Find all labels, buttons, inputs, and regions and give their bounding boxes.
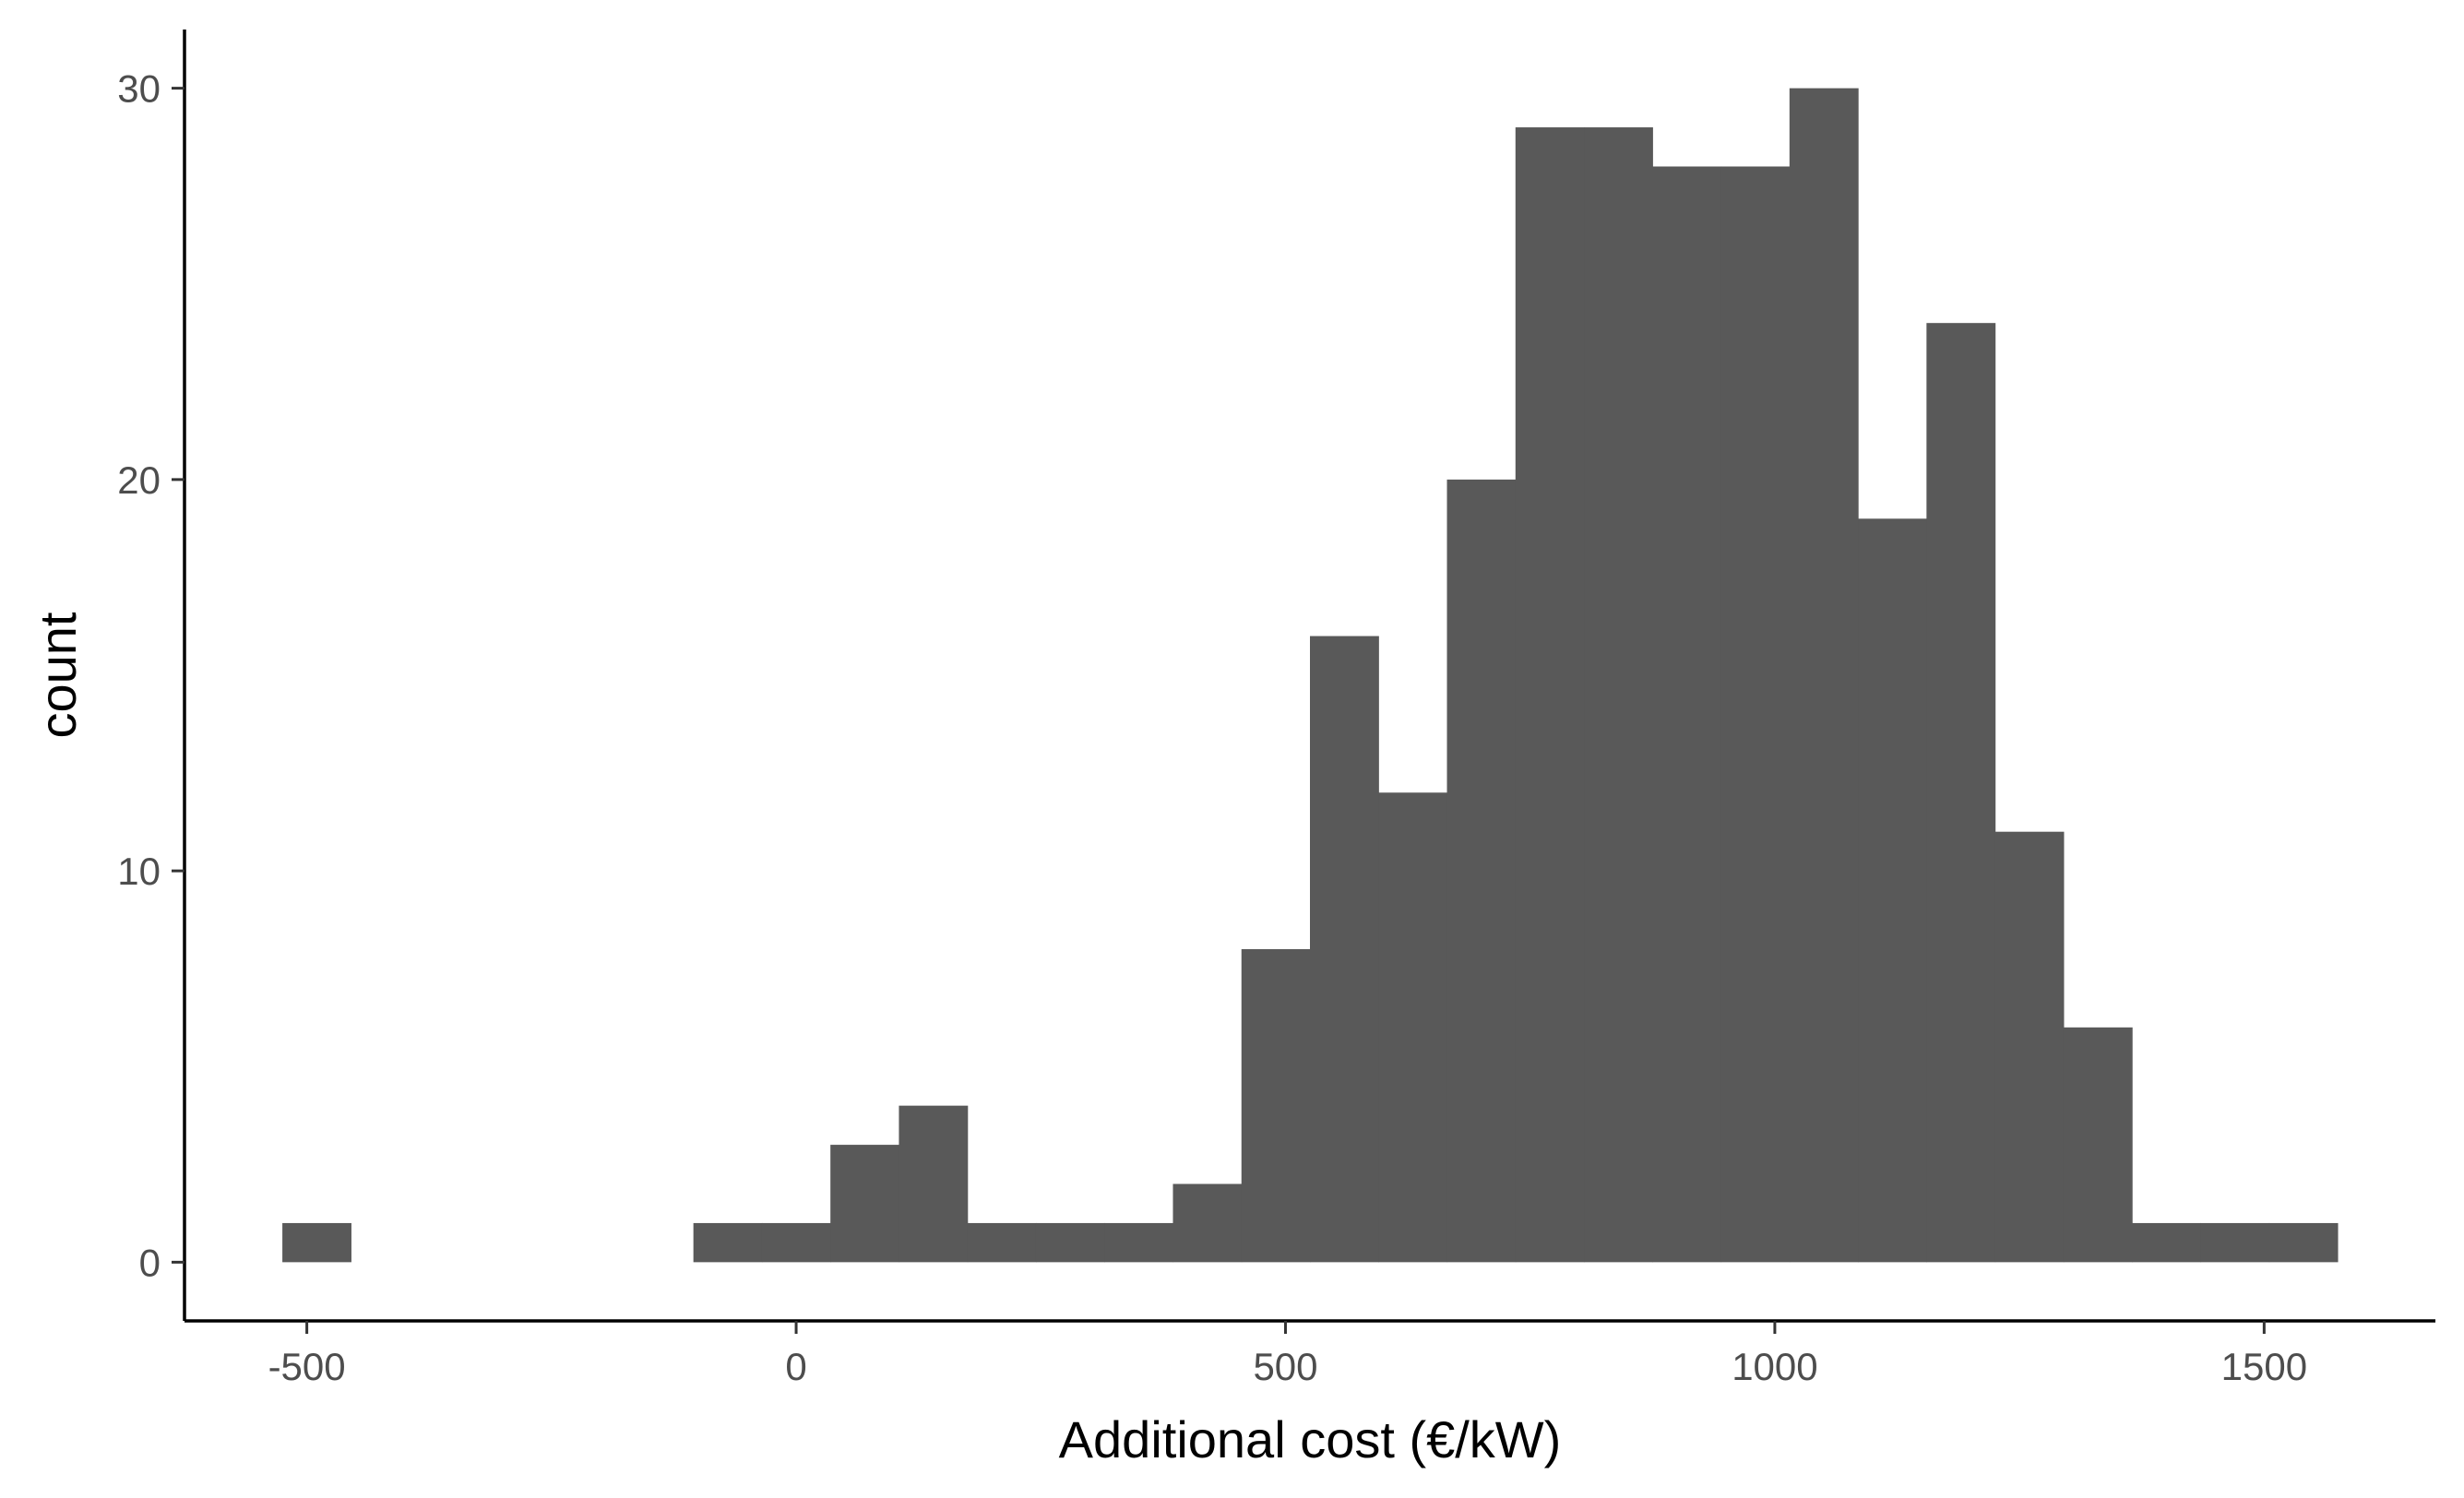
- histogram-bar: [282, 1222, 351, 1263]
- histogram-bar: [1446, 479, 1517, 1263]
- histogram-bar: [1858, 518, 1927, 1263]
- histogram-bar: [2132, 1222, 2201, 1263]
- histogram-bar: [1720, 166, 1791, 1263]
- histogram-bar: [693, 1222, 763, 1263]
- histogram-bar: [967, 1222, 1037, 1263]
- histogram-bar: [1652, 166, 1722, 1263]
- histogram-bar: [1172, 1183, 1243, 1263]
- x-axis-ticks: -500 0 500 1000 1500: [268, 1321, 2307, 1388]
- y-tick-label: 10: [117, 850, 161, 893]
- x-tick-label: 1500: [2221, 1345, 2307, 1388]
- histogram-bar: [1584, 127, 1653, 1263]
- histogram-bar: [1241, 948, 1311, 1263]
- histogram-bar: [1104, 1222, 1174, 1263]
- histogram-bar: [2200, 1222, 2270, 1263]
- histogram-bar: [899, 1105, 969, 1263]
- histogram-bar: [830, 1145, 900, 1263]
- histogram-bar: [761, 1222, 831, 1263]
- x-tick-label: 1000: [1732, 1345, 1817, 1388]
- histogram-bar: [1789, 88, 1859, 1263]
- x-tick-label: 500: [1253, 1345, 1317, 1388]
- y-tick-label: 20: [117, 458, 161, 502]
- x-tick-label: 0: [785, 1345, 806, 1388]
- histogram-bar: [1515, 127, 1585, 1263]
- histogram-bar: [2268, 1222, 2339, 1263]
- y-axis-title: count: [29, 612, 87, 738]
- histogram-bars: [282, 88, 2339, 1263]
- x-axis-title: Additional cost (€/kW): [1059, 1410, 1562, 1468]
- histogram-bar: [1310, 636, 1379, 1263]
- histogram-bar: [1035, 1222, 1105, 1263]
- histogram-bar: [1994, 831, 2065, 1263]
- y-tick-label: 0: [139, 1241, 161, 1284]
- x-tick-label: -500: [268, 1345, 346, 1388]
- y-tick-label: 30: [117, 67, 161, 111]
- histogram-bar: [1926, 323, 1996, 1263]
- histogram-bar: [2063, 1027, 2133, 1263]
- histogram-bar: [1378, 792, 1448, 1263]
- y-axis-ticks: 0 10 20 30: [117, 67, 185, 1284]
